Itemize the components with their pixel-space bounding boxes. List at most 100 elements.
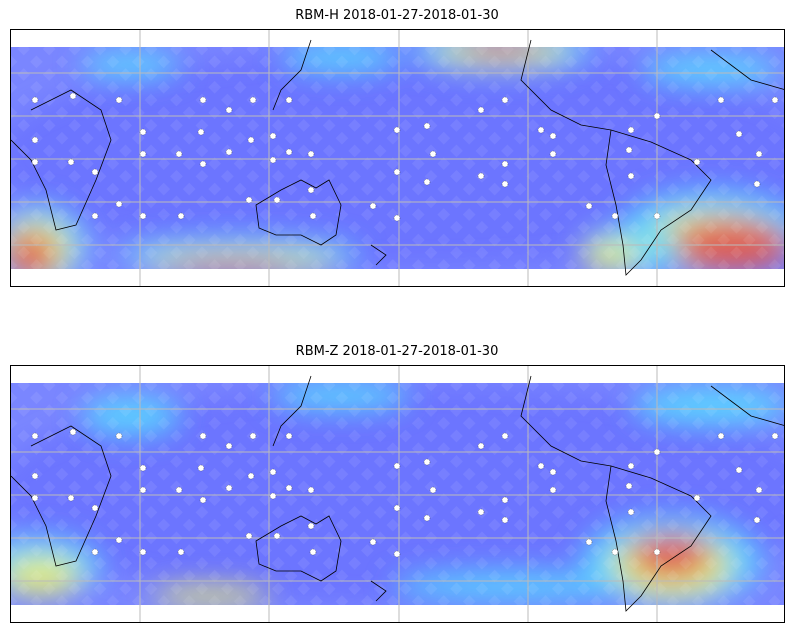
station-marker xyxy=(307,186,315,194)
station-marker xyxy=(197,464,205,472)
coastlines xyxy=(11,39,784,276)
station-marker xyxy=(31,158,39,166)
station-marker xyxy=(423,122,431,130)
station-marker xyxy=(753,516,761,524)
station-marker xyxy=(273,532,281,540)
station-marker xyxy=(423,178,431,186)
station-marker xyxy=(549,132,557,140)
station-marker xyxy=(115,200,123,208)
station-marker xyxy=(273,196,281,204)
station-marker xyxy=(611,212,619,220)
station-marker xyxy=(139,548,147,556)
station-marker xyxy=(393,504,401,512)
station-marker xyxy=(429,150,437,158)
station-marker xyxy=(627,172,635,180)
station-marker xyxy=(139,464,147,472)
station-marker xyxy=(501,496,509,504)
station-marker xyxy=(199,496,207,504)
station-marker xyxy=(693,158,701,166)
station-marker xyxy=(307,522,315,530)
station-marker xyxy=(245,196,253,204)
station-marker xyxy=(31,494,39,502)
panel-title-h: RBM-H 2018-01-27-2018-01-30 xyxy=(295,8,499,23)
station-marker xyxy=(755,150,763,158)
station-marker xyxy=(225,148,233,156)
station-marker xyxy=(69,428,77,436)
station-marker xyxy=(197,128,205,136)
station-marker xyxy=(693,494,701,502)
station-marker xyxy=(139,486,147,494)
station-marker xyxy=(285,484,293,492)
station-marker xyxy=(309,212,317,220)
station-marker xyxy=(393,168,401,176)
station-marker xyxy=(139,212,147,220)
station-marker xyxy=(537,126,545,134)
station-marker xyxy=(67,158,75,166)
station-marker xyxy=(735,466,743,474)
station-marker xyxy=(285,96,293,104)
station-marker xyxy=(31,136,39,144)
station-marker xyxy=(393,214,401,222)
station-marker xyxy=(369,202,377,210)
station-marker xyxy=(269,468,277,476)
station-marker xyxy=(139,150,147,158)
station-marker xyxy=(393,550,401,558)
station-marker xyxy=(177,548,185,556)
station-marker xyxy=(477,508,485,516)
station-marker xyxy=(177,212,185,220)
station-marker xyxy=(31,96,39,104)
station-marker xyxy=(199,432,207,440)
station-marker xyxy=(307,486,315,494)
station-marker xyxy=(537,462,545,470)
station-marker xyxy=(247,472,255,480)
station-marker xyxy=(611,548,619,556)
station-marker xyxy=(753,180,761,188)
station-marker xyxy=(249,432,257,440)
station-marker xyxy=(199,96,207,104)
heatmap-field xyxy=(11,381,784,606)
map-panel-rbm-h xyxy=(10,29,785,287)
station-marker xyxy=(31,432,39,440)
station-marker xyxy=(627,462,635,470)
station-marker xyxy=(501,180,509,188)
station-marker xyxy=(549,150,557,158)
station-marker xyxy=(249,96,257,104)
station-marker xyxy=(393,462,401,470)
station-marker xyxy=(501,516,509,524)
map-panel-rbm-z xyxy=(10,365,785,623)
station-marker xyxy=(225,484,233,492)
station-marker xyxy=(423,514,431,522)
station-marker xyxy=(501,96,509,104)
station-marker xyxy=(477,442,485,450)
station-marker xyxy=(625,146,633,154)
station-marker xyxy=(307,150,315,158)
station-marker xyxy=(429,486,437,494)
station-marker xyxy=(585,538,593,546)
station-marker xyxy=(549,486,557,494)
station-marker xyxy=(245,532,253,540)
station-marker xyxy=(625,482,633,490)
station-marker xyxy=(309,548,317,556)
station-marker xyxy=(115,96,123,104)
station-marker xyxy=(627,508,635,516)
station-marker xyxy=(627,126,635,134)
station-marker xyxy=(67,494,75,502)
station-marker xyxy=(247,136,255,144)
station-marker xyxy=(369,538,377,546)
station-marker xyxy=(285,432,293,440)
station-marker xyxy=(225,442,233,450)
station-marker xyxy=(653,548,661,556)
station-marker xyxy=(477,106,485,114)
station-marker xyxy=(501,160,509,168)
station-marker xyxy=(285,148,293,156)
station-marker xyxy=(585,202,593,210)
station-marker xyxy=(115,536,123,544)
station-marker xyxy=(175,486,183,494)
station-marker xyxy=(717,96,725,104)
station-marker xyxy=(653,212,661,220)
station-marker xyxy=(115,432,123,440)
station-marker xyxy=(771,432,779,440)
station-marker xyxy=(423,458,431,466)
station-marker xyxy=(91,548,99,556)
station-marker xyxy=(199,160,207,168)
